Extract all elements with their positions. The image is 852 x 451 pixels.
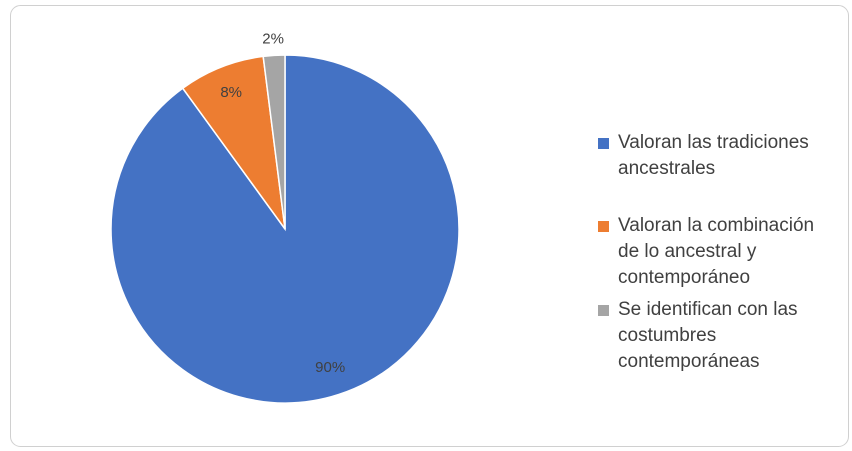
legend-label: Se identifican con las costumbres contem… <box>618 299 798 372</box>
legend-item: Valoran las tradiciones ancestrales <box>598 130 838 182</box>
data-label: 8% <box>220 84 242 101</box>
legend-swatch <box>598 138 609 149</box>
pie-slice <box>262 54 286 230</box>
data-label: 90% <box>315 359 345 376</box>
legend-swatch <box>598 221 609 232</box>
legend-swatch <box>598 305 609 316</box>
legend-item: Valoran la combinación de lo ancestral y… <box>598 213 838 291</box>
legend-label: Valoran las tradiciones ancestrales <box>618 132 809 179</box>
legend-label: Valoran la combinación de lo ancestral y… <box>618 215 815 288</box>
data-label: 2% <box>262 31 284 48</box>
legend-item: Se identifican con las costumbres contem… <box>598 297 838 375</box>
